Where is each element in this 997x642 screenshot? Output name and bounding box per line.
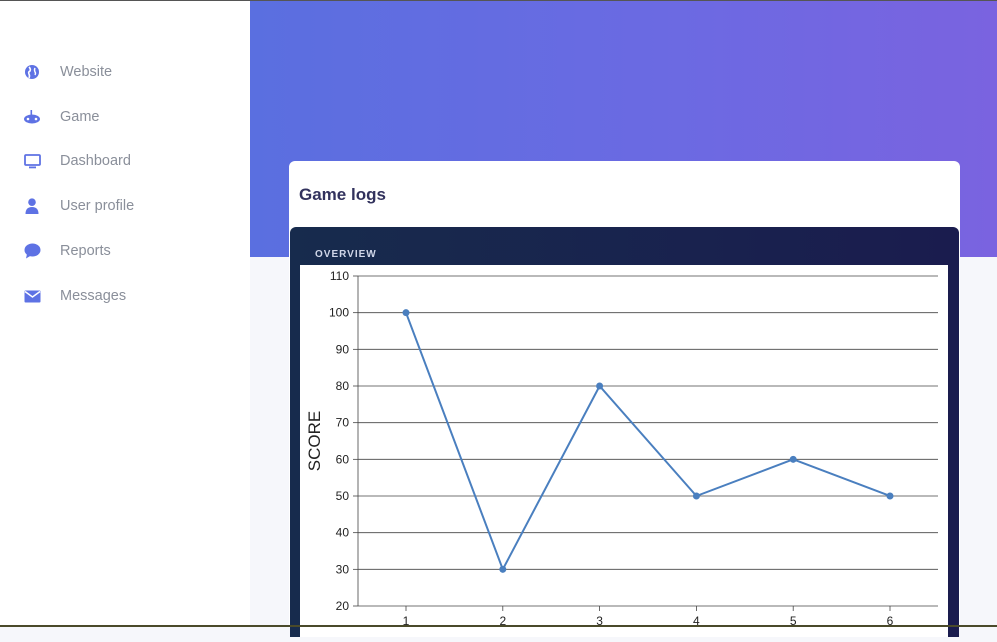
y-tick-label: 80: [336, 379, 350, 393]
data-point: [692, 492, 700, 500]
monitor-icon: [23, 152, 41, 170]
overview-label: OVERVIEW: [315, 249, 377, 260]
top-border: [0, 0, 997, 1]
data-point: [402, 309, 410, 317]
sidebar-item-dashboard[interactable]: Dashboard: [0, 141, 250, 181]
gamepad-icon: [23, 108, 41, 126]
sidebar-item-reports[interactable]: Reports: [0, 231, 250, 271]
sidebar-item-game[interactable]: Game: [0, 97, 250, 137]
sidebar-item-label: User profile: [60, 198, 135, 214]
chat-bubble-icon: [23, 242, 41, 260]
x-tick-label: 5: [790, 614, 797, 628]
sidebar: Website Game Dashboard User profile Repo…: [0, 0, 250, 627]
sidebar-item-user-profile[interactable]: User profile: [0, 186, 250, 226]
sidebar-item-website[interactable]: Website: [0, 52, 250, 92]
line-chart: 20 30 40 50 60 70 80 90 100 110 1 2 3 4 5 6 SCORE: [305, 269, 938, 628]
series-line: [405, 312, 891, 572]
x-tick-label: 2: [499, 614, 506, 628]
chart-container: 20 30 40 50 60 70 80 90 100 110 1 2 3 4 5 6 SCORE: [300, 265, 948, 637]
x-tick-label: 3: [596, 614, 603, 628]
data-point: [789, 455, 797, 463]
y-tick-label: 90: [336, 342, 350, 356]
x-tick-label: 4: [693, 614, 700, 628]
user-icon: [23, 197, 41, 215]
y-tick-label: 60: [336, 452, 350, 466]
data-point: [499, 565, 507, 573]
y-tick-label: 40: [336, 526, 350, 540]
sidebar-item-label: Dashboard: [60, 153, 131, 169]
y-tick-label: 30: [336, 562, 350, 576]
sidebar-item-label: Website: [60, 64, 113, 80]
card-title: Game logs: [299, 185, 386, 204]
chart-panel: OVERVIEW 20 30 40 50 60 70 80 90 100 110 1 2 3 4 5 6 SCO…: [290, 227, 959, 637]
envelope-icon: [23, 287, 41, 305]
y-tick-label: 20: [336, 599, 350, 613]
game-logs-card: Game logs OVERVIEW 20 30 40 50 60 70 80 90 100 11…: [289, 161, 960, 637]
x-tick-label: 1: [403, 614, 410, 628]
y-tick-label: 100: [329, 306, 349, 320]
globe-icon: [23, 63, 41, 81]
y-tick-label: 110: [330, 269, 349, 283]
y-axis-label: SCORE: [305, 411, 324, 471]
y-tick-label: 70: [336, 416, 350, 430]
x-tick-label: 6: [887, 614, 894, 628]
y-tick-label: 50: [336, 489, 350, 503]
data-point: [596, 382, 604, 390]
sidebar-item-label: Game: [60, 109, 100, 125]
bottom-border: [0, 625, 997, 627]
sidebar-item-messages[interactable]: Messages: [0, 276, 250, 316]
data-point: [886, 492, 894, 500]
sidebar-item-label: Reports: [60, 243, 111, 259]
sidebar-item-label: Messages: [60, 288, 127, 304]
